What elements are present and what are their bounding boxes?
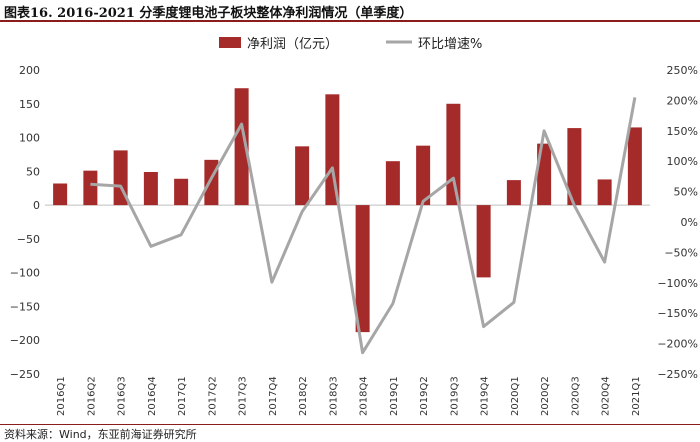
right-axis-tick: 0% <box>681 216 698 229</box>
title-divider <box>0 20 700 22</box>
x-tick-label: 2016Q1 <box>56 376 67 416</box>
source-note: 资料来源：Wind，东亚前海证券研究所 <box>4 428 197 441</box>
x-tick-label: 2016Q3 <box>117 376 128 416</box>
x-tick-label: 2017Q2 <box>207 376 218 416</box>
legend-line-label: 环比增速% <box>418 37 482 52</box>
legend-bar-label: 净利润（亿元） <box>247 37 338 52</box>
x-tick-label: 2018Q3 <box>328 376 339 416</box>
bar-2021Q1 <box>627 127 642 206</box>
bar-2016Q1 <box>53 183 68 206</box>
legend-bar-swatch <box>219 37 241 48</box>
right-axis-tick: −200% <box>657 338 698 351</box>
chart-title: 图表16. 2016-2021 分季度锂电池子板块整体净利润情况（单季度） <box>4 6 413 21</box>
x-tick-label: 2021Q1 <box>631 376 642 416</box>
right-axis-tick: −150% <box>657 307 698 320</box>
bar-2017Q1 <box>174 178 189 206</box>
right-axis-tick: 150% <box>667 125 698 138</box>
legend: 净利润（亿元） 环比增速% <box>219 37 482 52</box>
x-tick-label: 2019Q2 <box>419 376 430 416</box>
right-axis-tick: 50% <box>674 186 698 199</box>
x-tick-label: 2017Q3 <box>238 376 249 416</box>
x-tick-label: 2017Q1 <box>177 376 188 416</box>
left-axis-tick: 0 <box>33 199 40 212</box>
growth-rate-line <box>90 97 637 355</box>
bar-2019Q3 <box>446 103 461 206</box>
right-axis-tick: −100% <box>657 277 698 290</box>
left-axis-tick: 50 <box>26 165 40 178</box>
right-axis-tick: −50% <box>664 246 698 259</box>
left-axis-tick: 200 <box>19 64 40 77</box>
bar-2018Q4 <box>355 205 370 333</box>
left-axis-tick: −50 <box>17 233 40 246</box>
bar-2018Q3 <box>325 94 340 206</box>
left-axis-tick: −150 <box>10 300 40 313</box>
left-axis-tick: −100 <box>10 267 40 280</box>
x-tick-label: 2018Q4 <box>359 376 370 416</box>
x-tick-label: 2018Q2 <box>298 376 309 416</box>
bar-2016Q4 <box>143 172 158 206</box>
footer-divider <box>0 424 700 425</box>
x-tick-label: 2020Q1 <box>510 376 521 416</box>
x-tick-label: 2017Q4 <box>268 376 279 416</box>
x-tick-label: 2019Q1 <box>389 376 400 416</box>
right-axis-tick: 250% <box>667 64 698 77</box>
bar-2017Q3 <box>234 88 249 206</box>
x-tick-label: 2020Q2 <box>540 376 551 416</box>
bar-2019Q2 <box>416 145 431 206</box>
left-axis-tick: −200 <box>10 334 40 347</box>
x-tick-label: 2020Q4 <box>601 376 612 416</box>
bar-2018Q2 <box>295 146 310 206</box>
bar-2020Q4 <box>597 179 612 206</box>
bar-2019Q4 <box>476 205 491 278</box>
left-axis-tick: 150 <box>19 98 40 111</box>
bar-2020Q3 <box>567 128 582 206</box>
left-axis-tick: 100 <box>19 132 40 145</box>
bar-2020Q1 <box>506 180 521 206</box>
left-axis-tick: −250 <box>10 368 40 381</box>
bar-2016Q2 <box>83 170 98 206</box>
x-tick-label: 2016Q2 <box>86 376 97 416</box>
right-axis-tick: −250% <box>657 368 698 381</box>
x-tick-label: 2020Q3 <box>570 376 581 416</box>
bar-2019Q1 <box>385 161 400 206</box>
x-tick-label: 2016Q4 <box>147 376 158 416</box>
right-axis-tick: 200% <box>667 94 698 107</box>
x-tick-label: 2019Q3 <box>449 376 460 416</box>
right-axis-tick: 100% <box>667 155 698 168</box>
x-tick-label: 2019Q4 <box>480 376 491 416</box>
